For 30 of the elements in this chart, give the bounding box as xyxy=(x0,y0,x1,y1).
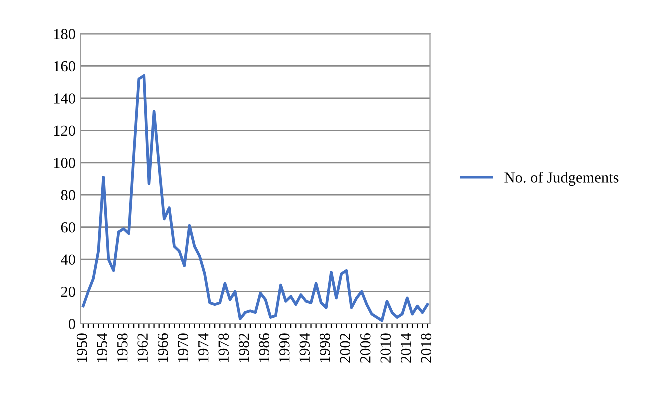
x-tick-label: 1966 xyxy=(158,333,168,362)
y-tick-label: 20 xyxy=(61,286,76,298)
x-tick-label: 1970 xyxy=(178,334,188,362)
x-tick-label: 2010 xyxy=(380,334,392,363)
x-tick-label: 1974 xyxy=(198,333,209,362)
x-tick-label: 1990 xyxy=(279,334,290,362)
x-tick-label: 2014 xyxy=(400,333,412,363)
y-tick-label: 0 xyxy=(68,319,76,330)
y-tick-label: 60 xyxy=(61,222,76,233)
y-tick-label: 120 xyxy=(54,126,76,136)
x-tick-label: 2006 xyxy=(360,333,371,363)
y-tick-label: 100 xyxy=(54,158,76,168)
x-tick-label: 1958 xyxy=(117,334,128,362)
y-tick-label: 140 xyxy=(54,94,76,104)
x-tick-label: 1950 xyxy=(76,334,88,362)
x-tick-label: 1982 xyxy=(238,334,250,362)
y-tick-label: 180 xyxy=(54,29,76,40)
y-tick-label: 160 xyxy=(54,61,76,72)
x-tick-label: 1994 xyxy=(300,333,310,362)
line-series xyxy=(82,74,430,322)
y-tick-label: 40 xyxy=(61,254,76,266)
x-tick-label: 1978 xyxy=(218,334,230,362)
x-tick-label: 1986 xyxy=(259,333,270,362)
x-tick-label: 1998 xyxy=(320,334,330,362)
x-tick-label: 1962 xyxy=(138,334,148,362)
x-tick-label: 1954 xyxy=(97,333,108,362)
legend-label: No. of Judgements xyxy=(504,172,619,186)
y-tick-label: 80 xyxy=(61,190,76,201)
x-tick-label: 2002 xyxy=(340,334,351,363)
x-tick-label: 2018 xyxy=(421,334,432,363)
